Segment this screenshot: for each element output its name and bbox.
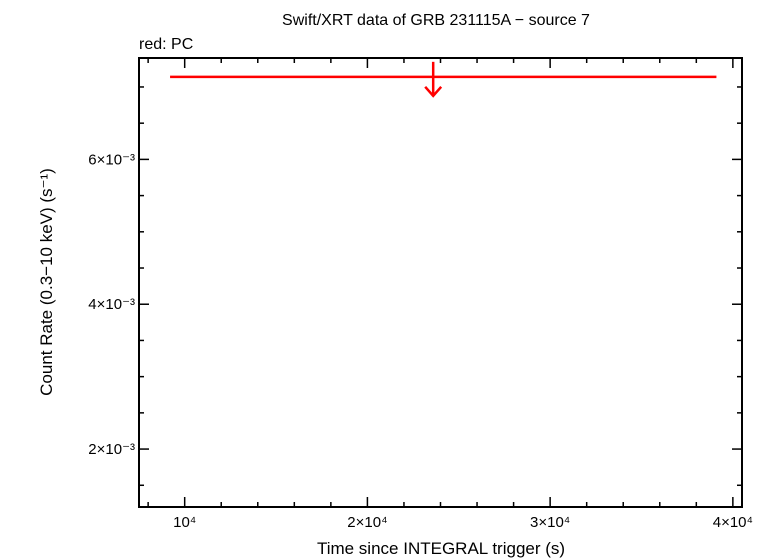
chart-subtitle: red: PC <box>139 36 193 53</box>
y-tick-label: 4×10⁻³ <box>88 296 135 313</box>
y-axis-label: Count Rate (0.3−10 keV) (s⁻¹) <box>37 168 56 396</box>
x-tick-label: 3×10⁴ <box>530 514 570 531</box>
x-tick-label: 4×10⁴ <box>713 514 753 531</box>
x-axis-label: Time since INTEGRAL trigger (s) <box>317 539 565 558</box>
x-tick-label: 10⁴ <box>173 514 196 531</box>
y-tick-label: 6×10⁻³ <box>88 151 135 168</box>
series-pc <box>170 61 717 98</box>
y-axis: 2×10⁻³ 4×10⁻³ 6×10⁻³ <box>88 86 742 487</box>
x-axis: 10⁴ 2×10⁴ 3×10⁴ 4×10⁴ <box>147 58 753 531</box>
upper-limit-arrowhead <box>424 85 443 98</box>
y-tick-label: 2×10⁻³ <box>88 441 135 458</box>
plot-frame <box>138 57 743 508</box>
chart-title: Swift/XRT data of GRB 231115A − source 7 <box>282 12 590 29</box>
x-tick-label: 2×10⁴ <box>347 514 387 531</box>
